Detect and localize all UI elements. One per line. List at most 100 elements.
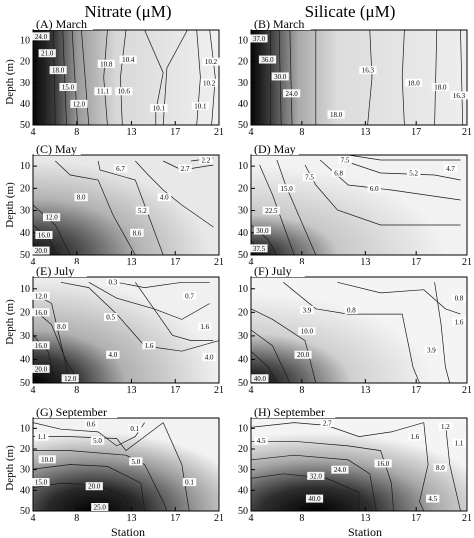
- contour-label-bg: [452, 438, 466, 447]
- contour-label: 1.1: [37, 433, 46, 441]
- contour-label-bg: [302, 173, 317, 182]
- contour-line: [60, 281, 220, 352]
- contour-label: 8.0: [77, 194, 86, 202]
- panel-2: 4 8 13 17 21 10 20 30 40 50 20.0 16.0 12.0 8.0 6.7 5.2 8…: [20, 142, 224, 268]
- y-tick-label: 50: [238, 506, 248, 517]
- contour-line: [250, 350, 278, 384]
- panel-frame: [32, 29, 220, 126]
- panel-1: 4 8 13 17 21 10 20 30 40 50 37.0 36.0 30.0 24.0 18.0 16…: [238, 17, 472, 138]
- x-tick-label: 4: [249, 385, 254, 396]
- x-tick-label: 4: [31, 127, 36, 138]
- y-tick-label: 30: [238, 206, 248, 217]
- contour-label: 0.7: [185, 292, 194, 300]
- y-tick-label: 40: [238, 99, 248, 110]
- contour-label-bg: [307, 471, 325, 480]
- x-tick-label: 8: [299, 385, 304, 396]
- contour-label: 8.0: [436, 464, 445, 472]
- y-tick-label: 40: [20, 485, 30, 496]
- contour-label-bg: [452, 317, 466, 326]
- panel-0: 4 8 13 17 21 10 20 30 40 50 24.0 21.0 18.0 15.0 12.0 10…: [20, 17, 224, 138]
- contour-label: 1.6: [455, 318, 464, 326]
- contour-label: 10.8: [100, 60, 113, 68]
- contour-label-bg: [283, 89, 301, 98]
- y-tick-label: 50: [20, 120, 30, 131]
- panel-background: [33, 418, 219, 511]
- x-tick-label: 21: [214, 127, 224, 138]
- y-tick-label: 20: [20, 307, 30, 318]
- x-tick-label: 13: [126, 257, 136, 268]
- contour-label: 20.0: [88, 483, 101, 491]
- contour-line: [135, 160, 214, 228]
- panel-5: 4 8 13 17 21 10 20 30 40 50 40.0 20.0 10.0 3.9 0.8 3.9 0…: [238, 264, 472, 396]
- y-tick-label: 50: [20, 250, 30, 261]
- contour-label: 3.9: [303, 306, 312, 314]
- contour-line: [71, 29, 78, 126]
- contour-label: 4.5: [257, 437, 266, 445]
- contour-label-bg: [431, 83, 449, 91]
- contour-line: [70, 499, 123, 512]
- contour-label-bg: [443, 164, 458, 173]
- contour-label: 10.0: [41, 456, 54, 464]
- contour-line: [250, 454, 377, 512]
- contour-label: 1.1: [455, 439, 464, 447]
- contour-line: [289, 29, 293, 126]
- contour-line: [401, 29, 405, 126]
- x-tick-label: 4: [31, 513, 36, 524]
- contour-label-bg: [32, 308, 50, 317]
- x-tick-label: 8: [74, 385, 79, 396]
- contour-label-bg: [277, 184, 296, 193]
- contour-label-bg: [178, 164, 192, 173]
- y-tick-label: 10: [20, 284, 30, 295]
- contour-label: 10.1: [194, 103, 207, 111]
- contour-label-bg: [262, 206, 280, 215]
- x-tick-label: 17: [411, 513, 421, 524]
- contour-label-bg: [305, 494, 324, 503]
- panel-title-bg: [34, 142, 81, 155]
- contour-label: 0.8: [347, 306, 356, 314]
- contour-label: 0.6: [87, 421, 96, 429]
- contour-label: 5.0: [131, 458, 140, 466]
- contour-label: 10.4: [122, 56, 135, 64]
- contour-label: 12.0: [73, 100, 86, 108]
- contour-line: [120, 29, 127, 126]
- contour-label-bg: [142, 341, 156, 350]
- contour-line: [251, 440, 394, 512]
- panel-title: (D) May: [254, 142, 296, 156]
- y-tick-label: 10: [238, 161, 248, 172]
- y-tick-label: 30: [238, 78, 248, 89]
- panel-title: (F) July: [254, 264, 292, 278]
- panel-frame: [32, 154, 220, 256]
- contour-label-bg: [35, 231, 53, 239]
- y-tick-label: 40: [238, 485, 248, 496]
- x-tick-label: 21: [214, 513, 224, 524]
- contour-label: 1.6: [200, 323, 209, 331]
- contour-label-bg: [70, 99, 88, 108]
- panel-6: 4 8 13 17 21 10 20 30 40 50 1.1 0.6 0.1 5.0 10.0 15.0 20…: [20, 405, 224, 524]
- contour-label-bg: [43, 213, 61, 222]
- contour-label: 21.0: [41, 50, 54, 58]
- contour-label: 8.6: [133, 229, 142, 237]
- y-tick-label: 30: [20, 78, 30, 89]
- contour-label-bg: [424, 346, 439, 355]
- y-tick-label: 10: [20, 161, 30, 172]
- y-tick-label: 50: [238, 120, 248, 131]
- contour-label-bg: [331, 168, 346, 177]
- contour-label-bg: [338, 156, 352, 164]
- x-tick-label: 21: [462, 257, 472, 268]
- column-title-nitrate: Nitrate (μM): [84, 2, 171, 21]
- contour-label: 0.3: [108, 279, 117, 287]
- y-axis-label-july: Depth (m): [4, 299, 16, 345]
- contour-label-bg: [91, 503, 109, 511]
- contour-label: 20.0: [297, 351, 310, 359]
- panel-3: 4 8 13 17 21 10 20 30 40 50 37.5 30.0 22.5 15.0 7.5 7.5…: [238, 142, 472, 268]
- contour-label-bg: [331, 465, 349, 474]
- panel-title-bg: [34, 405, 118, 418]
- x-tick-label: 17: [170, 127, 180, 138]
- contour-label-bg: [32, 364, 50, 373]
- contour-label: 1.6: [145, 342, 154, 350]
- contour-label: 40.0: [254, 375, 267, 383]
- y-tick-label: 30: [238, 331, 248, 342]
- x-axis-label-nitrate: Station: [111, 525, 145, 538]
- y-tick-label: 20: [20, 57, 30, 68]
